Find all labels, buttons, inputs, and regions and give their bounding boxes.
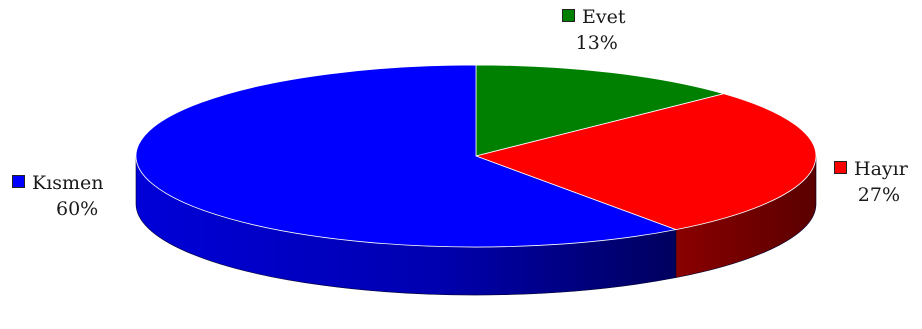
pie-slice-evet	[475, 64, 726, 157]
kismen-category-label: Kısmen	[32, 172, 104, 194]
evet-percent-label: 13%	[575, 32, 618, 54]
pie-slice-hayır	[474, 93, 817, 231]
pie-slice-tops	[135, 64, 817, 248]
hayir-color-key	[834, 161, 847, 174]
slice-label-hayir: Hayır 27%	[834, 156, 908, 208]
kismen-color-key	[12, 175, 25, 188]
slice-label-kismen: Kısmen 60%	[12, 170, 104, 222]
kismen-percent-label: 60%	[56, 198, 99, 220]
pie-slice-kısmen	[135, 64, 678, 248]
evet-category-label: Evet	[582, 6, 626, 28]
hayir-percent-label: 27%	[857, 184, 901, 206]
evet-color-key	[562, 9, 575, 22]
slice-label-evet: Evet 13%	[562, 4, 625, 56]
hayir-category-label: Hayır	[854, 158, 908, 180]
